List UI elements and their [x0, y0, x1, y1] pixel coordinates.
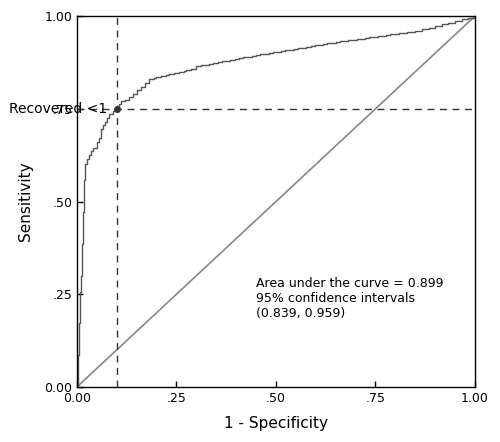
Text: Area under the curve = 0.899
95% confidence intervals
(0.839, 0.959): Area under the curve = 0.899 95% confide… — [256, 277, 444, 320]
X-axis label: 1 - Specificity: 1 - Specificity — [224, 416, 328, 431]
Text: Recovered <1: Recovered <1 — [10, 102, 108, 116]
Y-axis label: Sensitivity: Sensitivity — [18, 162, 33, 241]
